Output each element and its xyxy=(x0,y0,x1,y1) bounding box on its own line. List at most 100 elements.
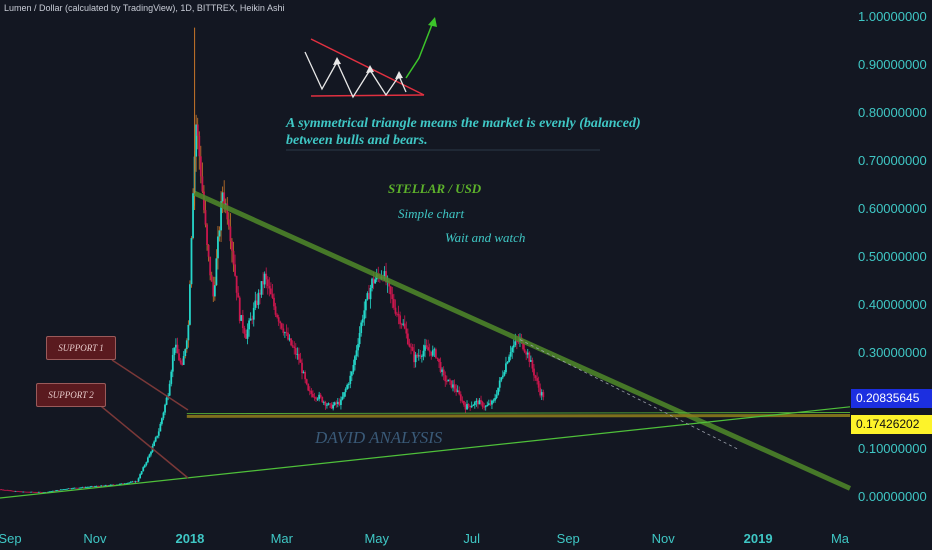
candle[interactable] xyxy=(145,461,148,467)
candle[interactable] xyxy=(463,400,465,407)
candle[interactable] xyxy=(19,491,22,493)
candle[interactable] xyxy=(484,405,487,411)
candle[interactable] xyxy=(69,488,71,490)
candle[interactable] xyxy=(335,400,338,408)
candle[interactable] xyxy=(417,349,420,361)
candle[interactable] xyxy=(491,399,493,409)
candle[interactable] xyxy=(143,464,146,469)
candle[interactable] xyxy=(352,359,355,375)
candle[interactable] xyxy=(336,398,339,408)
candle[interactable] xyxy=(212,276,215,302)
candle[interactable] xyxy=(266,276,269,295)
candle[interactable] xyxy=(425,339,428,349)
candle[interactable] xyxy=(271,284,274,299)
candle[interactable] xyxy=(283,331,286,338)
candle[interactable] xyxy=(402,319,405,327)
candle[interactable] xyxy=(139,473,142,479)
candle[interactable] xyxy=(411,343,414,352)
candle[interactable] xyxy=(472,403,475,406)
candle[interactable] xyxy=(321,396,324,404)
candle[interactable] xyxy=(129,481,132,483)
candle[interactable] xyxy=(391,286,394,309)
candle[interactable] xyxy=(173,347,176,361)
candle[interactable] xyxy=(515,339,518,350)
candle[interactable] xyxy=(399,311,401,329)
candle[interactable] xyxy=(11,490,14,492)
candle[interactable] xyxy=(459,391,462,404)
candle[interactable] xyxy=(455,384,458,396)
candle[interactable] xyxy=(206,223,208,251)
candle[interactable] xyxy=(30,491,33,493)
candle[interactable] xyxy=(229,213,232,250)
candle[interactable] xyxy=(416,353,419,359)
candle[interactable] xyxy=(449,378,451,385)
candle[interactable] xyxy=(298,347,300,365)
candle[interactable] xyxy=(419,349,422,359)
candle[interactable] xyxy=(220,191,222,243)
candle[interactable] xyxy=(305,378,308,386)
candle[interactable] xyxy=(400,322,403,329)
candle[interactable] xyxy=(33,491,36,493)
candle[interactable] xyxy=(392,293,395,310)
candle[interactable] xyxy=(39,491,42,493)
candle[interactable] xyxy=(17,490,20,492)
candle[interactable] xyxy=(27,491,29,493)
candle[interactable] xyxy=(310,388,313,398)
candle[interactable] xyxy=(41,491,43,493)
candle[interactable] xyxy=(137,477,140,482)
candle[interactable] xyxy=(487,399,490,406)
candle[interactable] xyxy=(215,249,218,287)
candle[interactable] xyxy=(52,490,54,492)
candle[interactable] xyxy=(142,466,145,472)
candle[interactable] xyxy=(38,491,40,493)
candle[interactable] xyxy=(304,370,307,384)
candle[interactable] xyxy=(308,386,311,396)
candle[interactable] xyxy=(273,293,275,310)
candle[interactable] xyxy=(13,490,15,492)
candle[interactable] xyxy=(343,392,345,399)
candle[interactable] xyxy=(66,488,68,490)
candle[interactable] xyxy=(150,450,152,457)
candle[interactable] xyxy=(422,344,425,361)
candle[interactable] xyxy=(302,370,305,374)
candle[interactable] xyxy=(330,402,333,410)
candle[interactable] xyxy=(414,351,417,368)
candle[interactable] xyxy=(329,402,331,409)
candle[interactable] xyxy=(103,485,106,487)
candle[interactable] xyxy=(461,396,464,404)
candle[interactable] xyxy=(154,436,157,443)
candle[interactable] xyxy=(430,351,433,360)
candle[interactable] xyxy=(245,329,247,340)
candle[interactable] xyxy=(255,293,258,308)
candle[interactable] xyxy=(276,313,279,319)
candle[interactable] xyxy=(104,484,107,486)
candle[interactable] xyxy=(165,395,168,406)
candle[interactable] xyxy=(322,400,325,405)
candle[interactable] xyxy=(326,402,328,409)
candle[interactable] xyxy=(371,277,373,292)
candle[interactable] xyxy=(341,392,344,401)
candle[interactable] xyxy=(369,284,372,309)
candle[interactable] xyxy=(190,236,193,288)
candle[interactable] xyxy=(269,282,272,295)
candle[interactable] xyxy=(148,453,151,458)
candle[interactable] xyxy=(24,491,26,493)
candle[interactable] xyxy=(61,489,64,491)
candle[interactable] xyxy=(439,357,442,374)
candle[interactable] xyxy=(315,396,317,402)
candles[interactable] xyxy=(0,27,545,494)
candle[interactable] xyxy=(347,382,350,389)
candle[interactable] xyxy=(403,315,406,330)
candle[interactable] xyxy=(56,489,59,491)
candle[interactable] xyxy=(182,351,185,365)
candle[interactable] xyxy=(64,488,67,490)
candle[interactable] xyxy=(537,376,540,393)
candle[interactable] xyxy=(67,488,70,490)
candle[interactable] xyxy=(62,489,65,490)
candle[interactable] xyxy=(397,305,400,325)
candle[interactable] xyxy=(453,379,456,393)
candle[interactable] xyxy=(319,392,322,399)
candle[interactable] xyxy=(50,491,53,493)
candle[interactable] xyxy=(218,226,221,242)
candle[interactable] xyxy=(207,244,210,262)
